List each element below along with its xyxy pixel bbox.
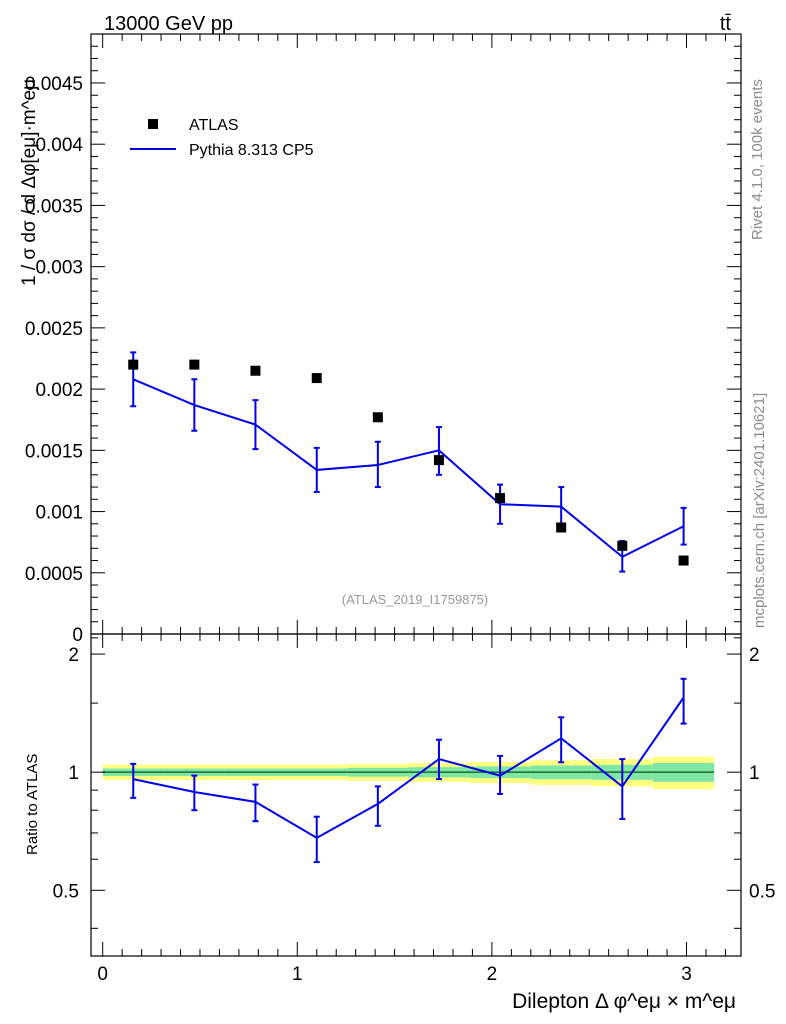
ratio-y-tick-label-right: 1 bbox=[749, 763, 760, 784]
ratio-ticks: 0.5 0.5 1 1 2 2 0 1 2 3 bbox=[53, 634, 775, 985]
ratio-y-tick-label: 2 bbox=[68, 645, 79, 666]
main-y-tick-label: 0.002 bbox=[35, 380, 83, 401]
mcplots-label: mcplots.cern.ch [arXiv:2401.10621] bbox=[751, 393, 768, 628]
ratio-panel: 0.5 0.5 1 1 2 2 0 1 2 3 Ratio to ATLAS Dilepton Δ… bbox=[24, 633, 775, 1013]
main-marks bbox=[128, 351, 689, 573]
main-y-tick-label: 0.0045 bbox=[25, 74, 83, 95]
atlas-data-point bbox=[495, 493, 506, 504]
ratio-y-axis-label: Ratio to ATLAS bbox=[24, 754, 41, 855]
main-ticks: 0 0.0005 0.001 0.0015 0.002 0.0025 0.003 0.0035… bbox=[25, 34, 741, 646]
legend-data-label: ATLAS bbox=[189, 117, 239, 134]
ratio-y-tick-label-right: 0.5 bbox=[749, 881, 775, 902]
x-tick-label: 2 bbox=[487, 964, 498, 985]
ratio-frame bbox=[90, 633, 742, 957]
legend: ATLAS Pythia 8.313 CP5 bbox=[130, 117, 314, 159]
ratio-y-tick-label: 0.5 bbox=[53, 881, 79, 902]
main-y-tick-label: 0.0025 bbox=[25, 319, 83, 340]
main-y-tick-label: 0.0005 bbox=[25, 564, 83, 585]
main-y-tick-label: 0.0015 bbox=[25, 441, 83, 462]
ratio-marks bbox=[130, 677, 687, 864]
x-tick-label: 1 bbox=[292, 964, 303, 985]
mc-series-line bbox=[132, 378, 685, 559]
atlas-data-point bbox=[678, 555, 689, 566]
ratio-y-tick-label-right: 2 bbox=[749, 645, 760, 666]
ratio-mc-line bbox=[133, 696, 685, 840]
rivet-label: Rivet 4.1.0, 100k events bbox=[749, 79, 766, 240]
process-label: tt̄ bbox=[720, 13, 732, 35]
main-y-axis-label: 1 / σ dσ / d Δφ[eμ]·m^eμ bbox=[19, 79, 40, 286]
atlas-data-point bbox=[617, 540, 628, 551]
atlas-data-point bbox=[250, 365, 261, 376]
atlas-data-point bbox=[311, 373, 322, 384]
atlas-data-point bbox=[556, 522, 567, 533]
ratio-y-tick-label: 1 bbox=[68, 763, 79, 784]
atlas-data-point bbox=[372, 412, 383, 423]
x-axis-label: Dilepton Δ φ^eμ × m^eμ bbox=[512, 990, 736, 1013]
main-y-tick-label: 0 bbox=[72, 625, 83, 646]
atlas-data-point bbox=[433, 455, 444, 466]
x-tick-label: 0 bbox=[97, 964, 108, 985]
legend-data-marker bbox=[148, 119, 158, 129]
main-y-tick-label: 0.004 bbox=[35, 135, 83, 156]
x-tick-label: 3 bbox=[681, 964, 692, 985]
main-y-tick-label: 0.001 bbox=[35, 503, 83, 524]
legend-mc-label: Pythia 8.313 CP5 bbox=[189, 142, 314, 159]
analysis-label: (ATLAS_2019_I1759875) bbox=[342, 592, 488, 607]
atlas-data-point bbox=[189, 359, 200, 370]
atlas-data-point bbox=[128, 359, 139, 370]
main-y-tick-label: 0.003 bbox=[35, 258, 83, 279]
main-y-tick-label: 0.0035 bbox=[25, 196, 83, 217]
main-panel: 0 0.0005 0.001 0.0015 0.002 0.0025 0.003 0.0035… bbox=[19, 33, 742, 646]
energy-label: 13000 GeV pp bbox=[104, 13, 233, 35]
